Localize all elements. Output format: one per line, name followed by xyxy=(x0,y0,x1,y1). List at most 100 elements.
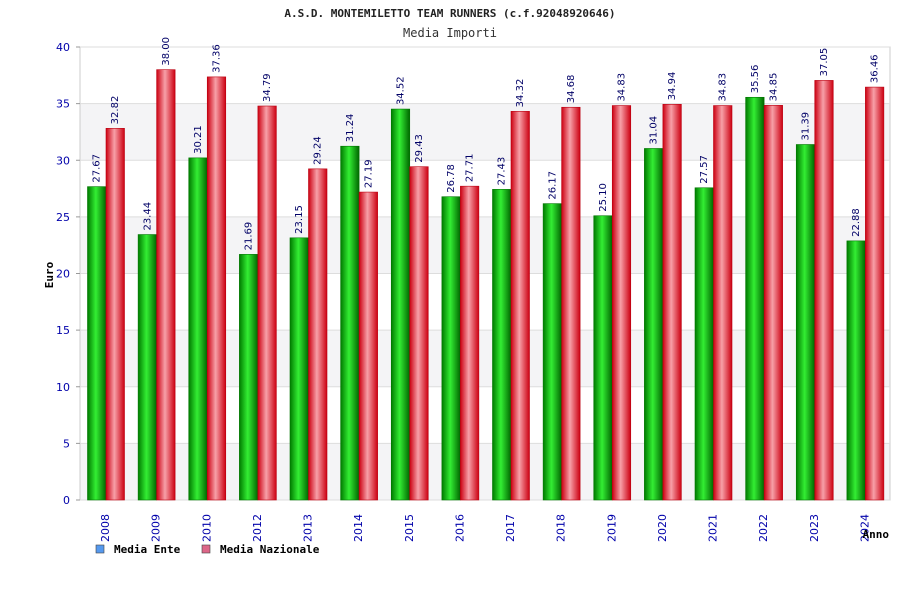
value-label: 29.43 xyxy=(414,134,425,163)
bar-media-nazionale xyxy=(156,69,176,501)
chart-title: A.S.D. MONTEMILETTO TEAM RUNNERS (c.f.92… xyxy=(284,7,615,20)
value-label: 22.88 xyxy=(851,208,862,237)
x-axis-ticks: 2008 2009 2010 2012 2013 2014 2015 2016 2017 2018… xyxy=(99,514,871,542)
x-tick-label: 2012 xyxy=(251,514,264,542)
value-label: 34.94 xyxy=(667,72,678,101)
bar-media-ente xyxy=(644,148,664,501)
bar-media-ente xyxy=(694,187,714,501)
value-label: 31.39 xyxy=(801,112,812,141)
value-label: 25.10 xyxy=(598,183,609,212)
bar-media-nazionale xyxy=(662,104,682,501)
value-label: 34.83 xyxy=(617,73,628,102)
bar-media-nazionale xyxy=(814,80,834,501)
legend-label: Media Nazionale xyxy=(220,543,320,556)
y-axis-ticks: 0 5 10 15 20 25 30 35 40 xyxy=(56,41,80,507)
value-label: 29.24 xyxy=(313,136,324,165)
bar-media-ente xyxy=(593,215,613,501)
legend-swatch xyxy=(95,544,105,554)
bar-media-ente xyxy=(492,189,512,501)
x-tick-label: 2015 xyxy=(403,514,416,542)
legend-label: Media Ente xyxy=(114,543,181,556)
bar-media-ente xyxy=(441,196,461,501)
x-tick-label: 2008 xyxy=(99,514,112,542)
bar-media-nazionale xyxy=(257,105,277,501)
x-tick-label: 2022 xyxy=(757,514,770,542)
value-labels: 27.67 32.82 23.44 38.00 30.21 37.36 21.69 34.79… xyxy=(92,37,881,250)
value-label: 30.21 xyxy=(193,125,204,154)
x-tick-label: 2024 xyxy=(858,514,871,542)
x-tick-label: 2021 xyxy=(707,514,720,542)
x-tick-label: 2018 xyxy=(555,514,568,542)
x-tick-label: 2014 xyxy=(352,514,365,542)
value-label: 38.00 xyxy=(161,37,172,66)
value-label: 36.46 xyxy=(870,54,881,83)
bar-media-ente xyxy=(239,254,259,501)
value-label: 26.17 xyxy=(547,171,558,200)
value-label: 31.04 xyxy=(649,116,660,145)
y-tick-label: 0 xyxy=(63,494,70,507)
x-tick-label: 2017 xyxy=(504,514,517,542)
bar-media-ente xyxy=(745,96,765,501)
bar-media-nazionale xyxy=(460,185,480,501)
chart-subtitle: Media Importi xyxy=(403,26,497,40)
x-tick-label: 2010 xyxy=(200,514,213,542)
y-tick-label: 10 xyxy=(56,381,70,394)
legend-swatch xyxy=(201,544,211,554)
value-label: 34.52 xyxy=(396,76,407,105)
bar-media-nazionale xyxy=(308,168,328,501)
y-tick-label: 20 xyxy=(56,268,70,281)
bar-media-nazionale xyxy=(105,128,125,501)
value-label: 27.43 xyxy=(497,157,508,186)
value-label: 21.69 xyxy=(244,222,255,251)
bar-media-ente xyxy=(542,203,562,501)
x-tick-label: 2023 xyxy=(808,514,821,542)
value-label: 34.83 xyxy=(718,73,729,102)
bar-media-nazionale xyxy=(206,76,227,501)
bar-media-ente xyxy=(188,157,208,501)
x-tick-label: 2016 xyxy=(453,514,466,542)
y-axis-label: Euro xyxy=(43,261,56,288)
value-label: 27.67 xyxy=(92,154,103,183)
y-tick-label: 5 xyxy=(63,437,70,450)
y-tick-label: 30 xyxy=(56,154,70,167)
y-tick-label: 25 xyxy=(56,211,70,224)
bar-media-nazionale xyxy=(358,191,378,501)
bar-media-nazionale xyxy=(409,166,429,501)
bar-media-nazionale xyxy=(763,105,783,501)
value-label: 31.24 xyxy=(345,114,356,143)
x-tick-label: 2009 xyxy=(150,514,163,542)
bar-media-ente xyxy=(289,237,309,501)
y-tick-label: 15 xyxy=(56,324,70,337)
bar-media-nazionale xyxy=(865,86,885,501)
value-label: 37.05 xyxy=(819,48,830,77)
value-label: 34.68 xyxy=(566,75,577,104)
value-label: 37.36 xyxy=(212,44,223,73)
x-tick-label: 2020 xyxy=(656,514,669,542)
bar-media-nazionale xyxy=(510,111,530,501)
x-tick-label: 2013 xyxy=(302,514,315,542)
y-tick-label: 40 xyxy=(56,41,70,54)
bar-media-nazionale xyxy=(561,106,581,501)
bar-media-ente xyxy=(87,186,107,501)
value-label: 34.79 xyxy=(262,73,273,102)
value-label: 34.32 xyxy=(515,79,526,108)
value-label: 27.71 xyxy=(465,154,476,183)
bar-media-nazionale xyxy=(611,105,632,501)
bars xyxy=(87,69,885,501)
value-label: 27.57 xyxy=(699,155,710,184)
x-axis-label: Anno xyxy=(863,528,890,541)
value-label: 34.85 xyxy=(768,73,779,102)
value-label: 27.19 xyxy=(363,159,374,188)
legend: Media Ente Media Nazionale xyxy=(95,543,320,556)
y-tick-label: 35 xyxy=(56,98,70,111)
value-label: 32.82 xyxy=(110,96,121,125)
x-tick-label: 2019 xyxy=(605,514,618,542)
bar-media-ente xyxy=(846,240,866,501)
bar-media-nazionale xyxy=(713,105,733,501)
value-label: 23.15 xyxy=(294,205,305,234)
value-label: 35.56 xyxy=(750,65,761,94)
value-label: 26.78 xyxy=(446,164,457,193)
bar-media-ente xyxy=(795,144,816,501)
bar-media-ente xyxy=(390,108,411,501)
